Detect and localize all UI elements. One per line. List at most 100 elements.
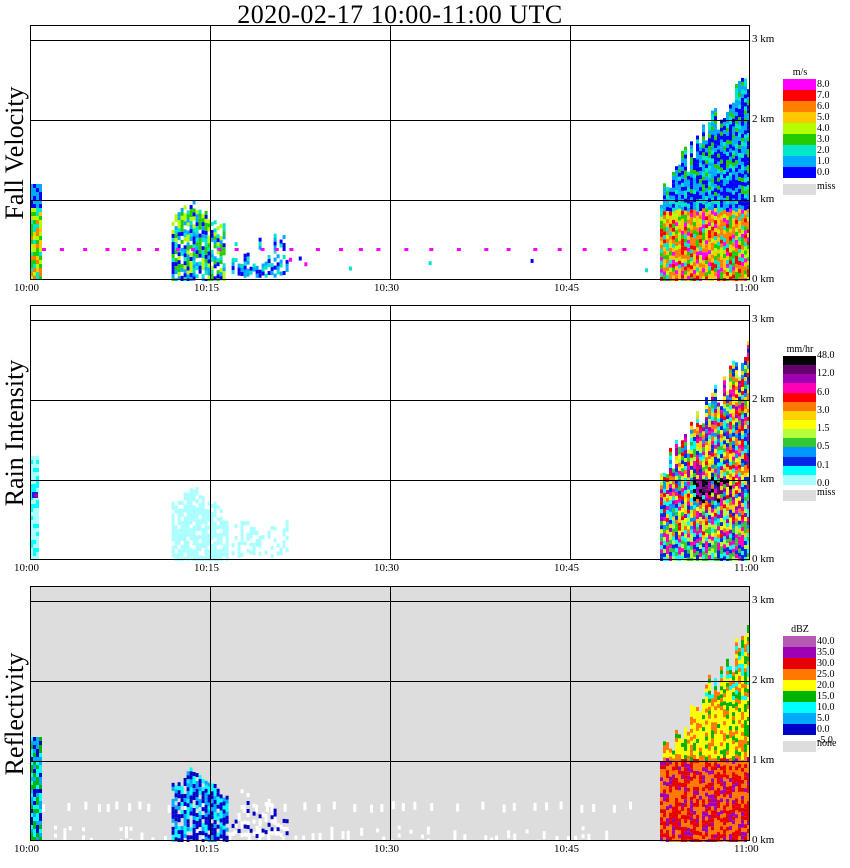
echo-cell	[690, 465, 693, 470]
echo-cell	[666, 814, 669, 819]
echo-cell	[720, 450, 723, 455]
echo-cell	[192, 208, 196, 213]
echo-cell	[714, 208, 717, 213]
echo-cell	[690, 732, 693, 737]
echo-cell	[729, 750, 732, 755]
echo-cell	[267, 271, 271, 276]
echo-cell	[219, 224, 223, 229]
echo-cell	[198, 783, 202, 788]
echo-cell	[33, 244, 36, 248]
echo-cell	[732, 768, 735, 773]
echo-cell	[744, 210, 747, 215]
echo-cell	[729, 798, 732, 803]
echo-cell	[723, 837, 726, 842]
echo-cell	[186, 528, 190, 533]
echo-cell	[33, 216, 36, 220]
echo-cell	[481, 801, 485, 810]
echo-cell	[732, 476, 735, 481]
echo-cell	[747, 133, 750, 138]
echo-cell	[705, 696, 708, 701]
echo-cell	[675, 246, 678, 251]
echo-cell	[723, 170, 726, 175]
echo-cell	[690, 145, 693, 150]
echo-cell	[738, 723, 741, 728]
echo-cell	[219, 814, 223, 819]
echo-cell	[675, 503, 678, 508]
echo-cell	[672, 279, 675, 281]
echo-cell	[63, 836, 67, 841]
echo-cell	[702, 236, 705, 241]
echo-cell	[711, 778, 714, 783]
echo-cell	[723, 138, 726, 143]
echo-cell	[663, 817, 666, 822]
echo-cell	[690, 541, 693, 546]
echo-cell	[675, 535, 678, 540]
echo-cell	[747, 657, 750, 662]
echo-cell	[684, 533, 687, 538]
echo-cell	[33, 837, 36, 841]
echo-cell	[270, 807, 274, 812]
echo-cell	[729, 421, 732, 426]
echo-cell	[747, 189, 750, 194]
echo-cell	[747, 653, 750, 658]
echo-cell	[744, 672, 747, 677]
echo-cell	[36, 468, 39, 472]
echo-cell	[189, 516, 193, 521]
echo-cell	[732, 484, 735, 489]
echo-cell	[681, 548, 684, 553]
echo-cell	[693, 738, 696, 743]
echo-cell	[186, 783, 190, 788]
echo-cell	[192, 216, 196, 221]
echo-cell	[741, 249, 744, 254]
echo-cell	[732, 776, 735, 781]
echo-cell	[225, 819, 229, 824]
echo-cell	[744, 493, 747, 498]
echo-cell	[720, 826, 723, 831]
echo-cell	[708, 142, 711, 147]
echo-cell	[726, 411, 729, 416]
echo-cell	[249, 542, 253, 547]
echo-cell	[678, 276, 681, 281]
echo-cell	[720, 822, 723, 827]
echo-cell	[663, 472, 666, 477]
echo-cell	[735, 750, 738, 755]
echo-cell	[702, 791, 705, 796]
echo-cell	[660, 517, 663, 522]
echo-cell	[741, 97, 744, 102]
echo-cell	[744, 146, 747, 151]
echo-cell	[705, 549, 708, 554]
echo-cell	[738, 663, 741, 668]
echo-cell	[177, 508, 181, 513]
echo-cell	[675, 475, 678, 480]
echo-cell	[738, 715, 741, 720]
echo-cell	[720, 790, 723, 795]
echo-cell	[681, 158, 684, 163]
echo-cell	[669, 207, 672, 212]
echo-cell	[693, 186, 696, 191]
echo-cell	[684, 453, 687, 458]
echo-cell	[33, 761, 36, 765]
echo-cell	[678, 518, 681, 523]
echo-cell	[741, 739, 744, 744]
echo-cell	[738, 548, 741, 553]
echo-cell	[225, 544, 229, 549]
echo-cell	[472, 840, 476, 842]
echo-cell	[678, 546, 681, 551]
echo-cell	[189, 548, 193, 553]
echo-cell	[690, 453, 693, 458]
echo-cell	[222, 829, 226, 834]
echo-cell	[261, 812, 265, 817]
echo-cell	[744, 98, 747, 103]
echo-cell	[186, 246, 190, 251]
echo-cell	[738, 444, 741, 449]
echo-cell	[723, 685, 726, 690]
echo-cell	[702, 823, 705, 828]
echo-cell	[82, 827, 86, 832]
echo-cell	[183, 544, 187, 549]
echo-cell	[732, 756, 735, 761]
echo-cell	[726, 191, 729, 196]
echo-cell	[732, 804, 735, 809]
echo-cell	[717, 257, 720, 262]
echo-cell	[174, 529, 178, 534]
echo-cell	[274, 248, 279, 251]
